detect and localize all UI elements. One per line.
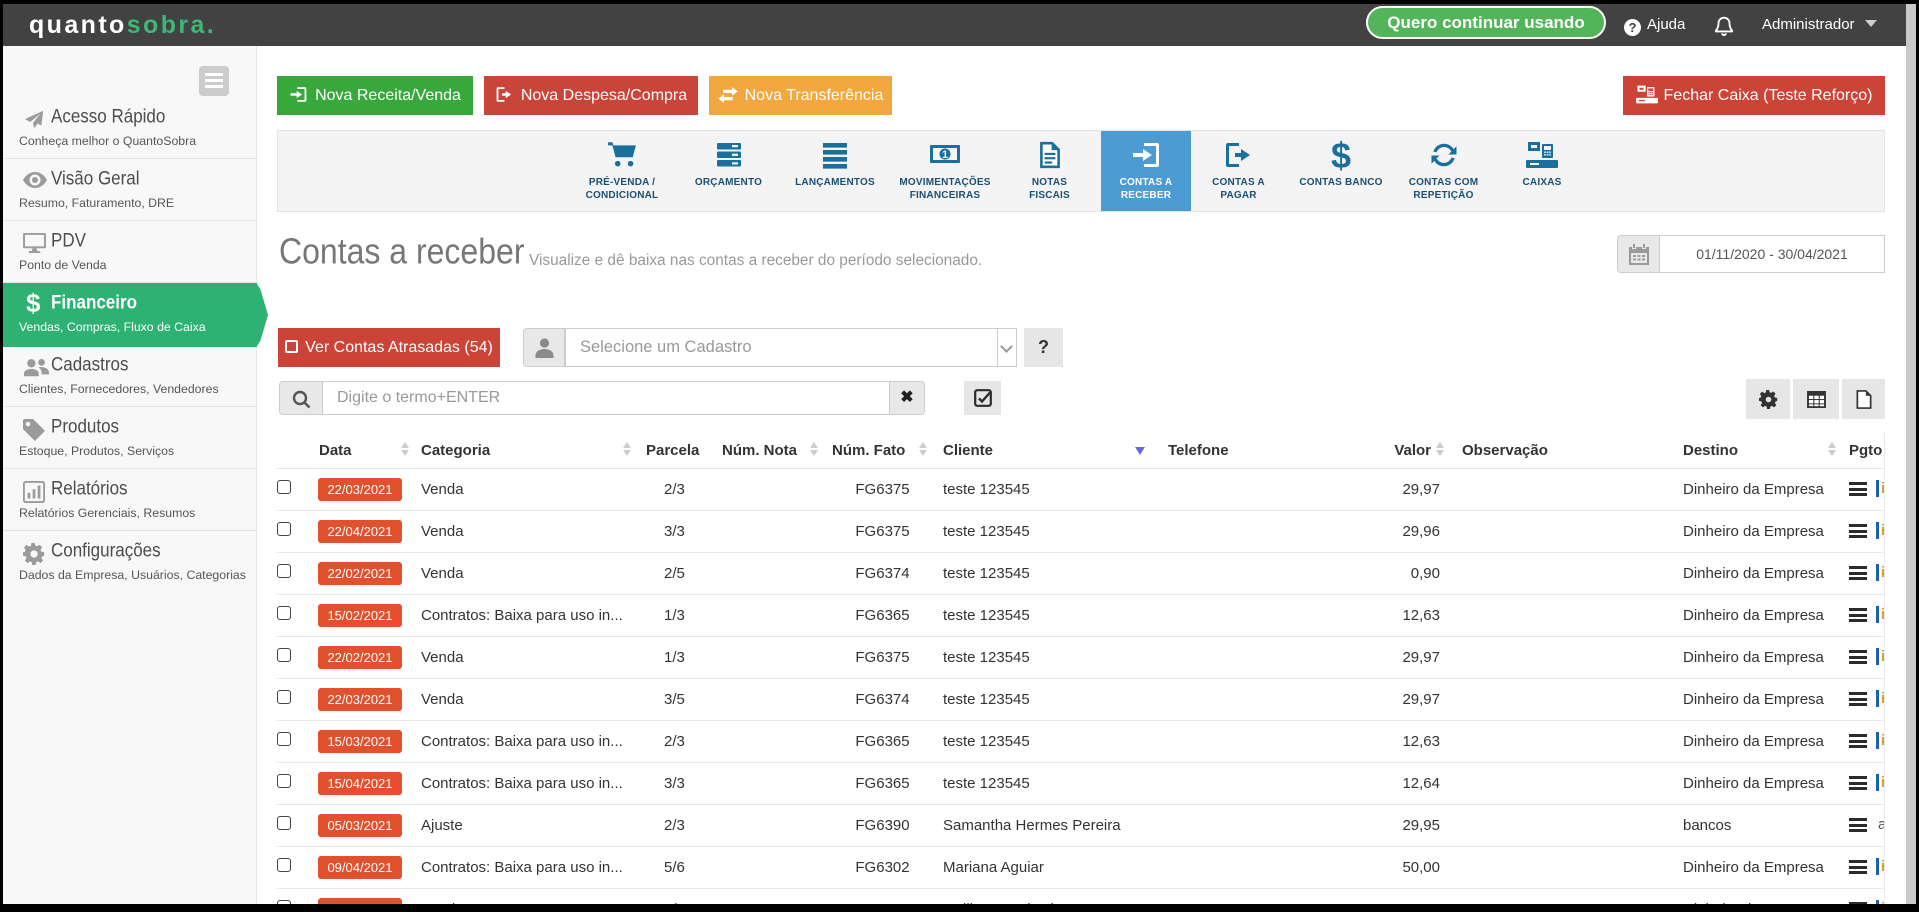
svg-text:1: 1	[942, 149, 948, 161]
